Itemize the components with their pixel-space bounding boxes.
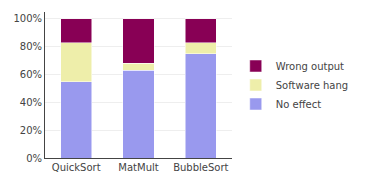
svg-text:Software hang: Software hang	[276, 80, 348, 91]
svg-text:QuickSort: QuickSort	[52, 162, 101, 173]
svg-text:20%: 20%	[20, 125, 42, 136]
svg-text:Wrong output: Wrong output	[276, 61, 344, 72]
svg-text:BubbleSort: BubbleSort	[173, 162, 228, 173]
svg-text:100%: 100%	[13, 13, 42, 24]
svg-text:60%: 60%	[20, 69, 42, 80]
svg-text:80%: 80%	[20, 41, 42, 52]
svg-text:0%: 0%	[26, 153, 42, 164]
svg-text:40%: 40%	[20, 97, 42, 108]
svg-text:No effect: No effect	[276, 99, 321, 110]
svg-text:MatMult: MatMult	[118, 162, 158, 173]
